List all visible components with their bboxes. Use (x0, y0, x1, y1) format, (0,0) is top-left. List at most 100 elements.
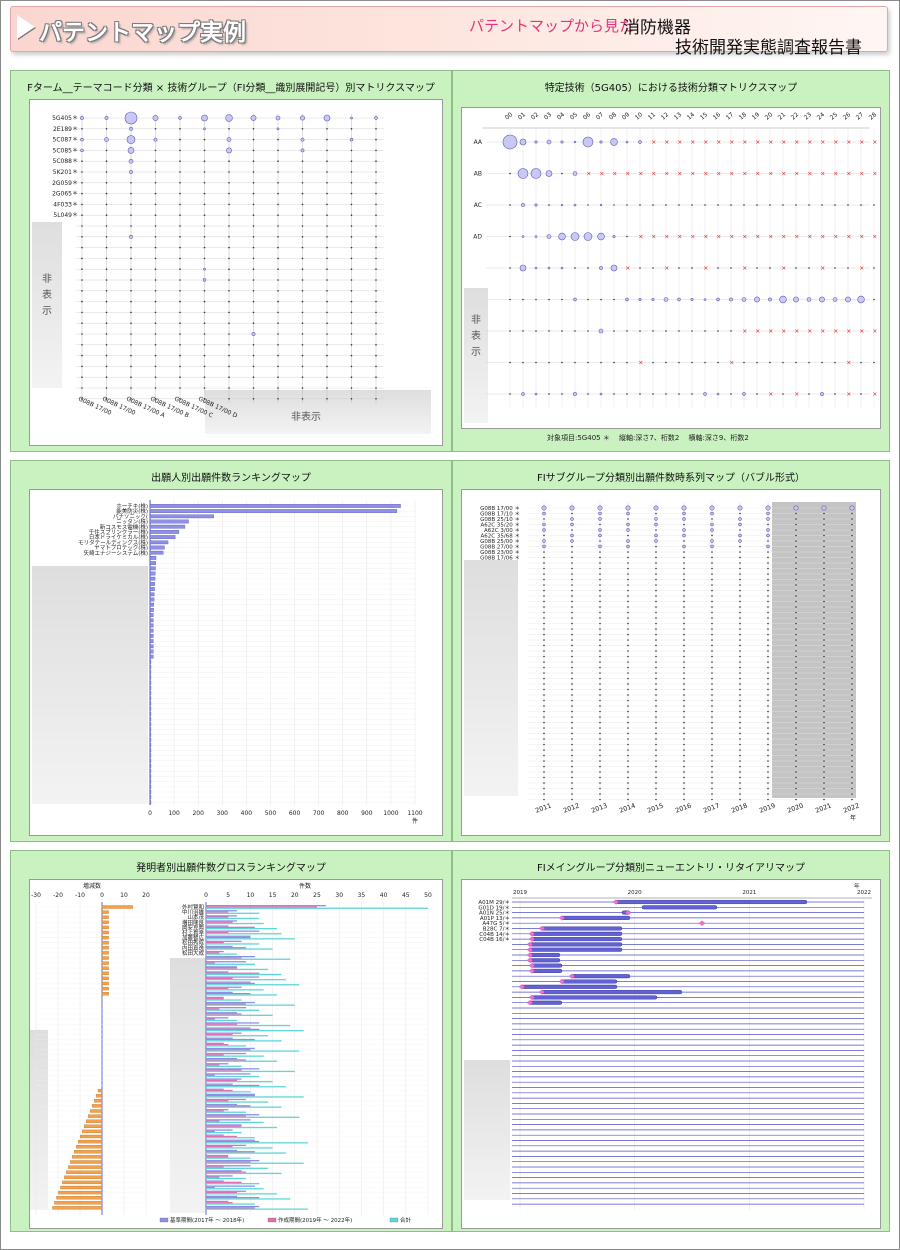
timeseries-dot (627, 666, 629, 669)
total-bar (206, 994, 278, 996)
timeseries-dot (627, 677, 629, 680)
create-period-bar (206, 947, 246, 949)
timeseries-dot (543, 639, 545, 641)
timeseries-dot (655, 793, 657, 795)
matrix-dot (326, 171, 328, 173)
matrix-dot (375, 257, 377, 260)
matrix-dot (277, 203, 279, 206)
timeseries-dot (627, 699, 629, 702)
timeseries-dot (795, 595, 797, 597)
matrix-dot (252, 138, 255, 141)
row-label: C04B 16/＊ (479, 936, 510, 943)
row-label: G08B 17/10 ＊ (480, 511, 520, 518)
timeseries-dot (711, 710, 713, 713)
base-period-bar (206, 910, 238, 912)
row-label: AB (474, 171, 482, 178)
total-bar (206, 912, 260, 914)
timeseries-dot (627, 584, 629, 586)
timeseries-dot (571, 743, 573, 746)
timeseries-bubble (542, 522, 546, 527)
retire-mark: × (703, 171, 708, 178)
timeseries-dot (739, 584, 741, 586)
timeseries-dot (739, 545, 741, 548)
timeseries-dot (683, 782, 685, 784)
matrix-dot (301, 387, 304, 389)
matrix-dot (130, 279, 132, 281)
ranking-bar (149, 680, 152, 685)
year-label: 2021 (814, 802, 832, 815)
timeseries-dot (795, 771, 797, 773)
timeseries-dot (767, 694, 769, 696)
matrix-dot (350, 203, 353, 206)
base-period-bar (206, 1012, 238, 1014)
matrix-dot (375, 203, 377, 206)
total-bar (206, 958, 291, 960)
retire-mark: × (820, 265, 825, 272)
matrix-bubble (545, 170, 553, 177)
timeseries-bubble (766, 511, 770, 516)
matrix-dot (252, 214, 255, 216)
timeseries-dot (599, 622, 601, 625)
retire-mark: × (846, 139, 851, 146)
matrix-dot (717, 330, 719, 332)
entry-marker (526, 947, 534, 953)
matrix-dot (301, 268, 304, 270)
matrix-dot (665, 330, 667, 332)
matrix-dot (574, 361, 576, 364)
matrix-dot (154, 354, 157, 357)
timeseries-dot (655, 512, 657, 515)
timeseries-bubble (542, 544, 546, 549)
matrix-dot (130, 203, 132, 206)
create-period-bar (206, 987, 229, 990)
timeseries-dot (655, 721, 657, 724)
retire-mark: × (807, 139, 812, 146)
matrix-dot (130, 214, 132, 216)
timeseries-dot (851, 754, 853, 757)
timeseries-dot (655, 743, 657, 746)
matrix-dot (105, 203, 108, 206)
timeseries-dot (655, 567, 657, 570)
matrix-bubble (530, 168, 542, 179)
matrix-dot (326, 354, 328, 357)
timeseries-dot (823, 721, 825, 724)
timeseries-dot (795, 743, 797, 746)
timeseries-bubble (682, 511, 686, 516)
timeseries-dot (627, 622, 629, 625)
matrix-dot (105, 257, 108, 260)
timeseries-bubble (738, 533, 742, 538)
timeseries-dot (655, 760, 657, 762)
matrix-bubble (349, 137, 354, 142)
matrix-bubble (806, 297, 812, 302)
total-bar (206, 917, 260, 920)
timeseries-dot (543, 688, 545, 691)
x-tick-label: 700 (313, 810, 325, 817)
matrix-dot (203, 398, 206, 400)
timeseries-dot (683, 677, 685, 680)
diff-bar (54, 1201, 103, 1205)
row-label: 5C087＊ (53, 137, 78, 144)
column-label: 25 (829, 111, 839, 121)
matrix-dot (228, 354, 230, 357)
timeseries-dot (627, 639, 629, 641)
timeseries-dot (683, 595, 685, 597)
matrix-dot (375, 214, 377, 216)
timeseries-dot (599, 694, 601, 696)
timeseries-dot (795, 644, 797, 647)
retire-mark: × (807, 234, 812, 241)
ranking-bar (149, 701, 152, 706)
matrix-dot (301, 192, 304, 195)
diff-bar (101, 956, 109, 960)
base-period-bar (206, 971, 229, 973)
timeseries-dot (711, 655, 713, 658)
matrix-dot (277, 268, 279, 270)
matrix-dot (203, 225, 206, 227)
matrix-dot (350, 225, 353, 227)
matrix-dot (301, 290, 304, 292)
timeseries-dot (711, 727, 713, 729)
column-label: 26 (842, 111, 852, 121)
ranking-bar (149, 795, 152, 799)
matrix-dot (350, 300, 353, 303)
matrix-dot (277, 344, 279, 346)
timeseries-dot (655, 754, 657, 757)
matrix-dot (154, 300, 157, 303)
